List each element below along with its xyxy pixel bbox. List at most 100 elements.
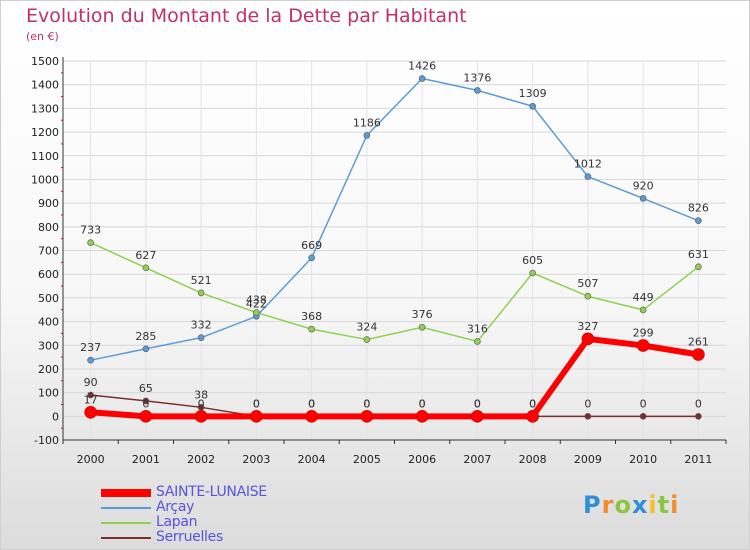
- data-label: 438: [246, 294, 267, 307]
- logo-letter: P: [583, 491, 602, 519]
- data-point: [305, 410, 318, 423]
- series-line-serruelles: [90, 394, 699, 418]
- data-label: 826: [688, 202, 709, 215]
- data-label: 521: [191, 274, 212, 287]
- data-point: [415, 410, 429, 423]
- data-label: 627: [135, 249, 156, 262]
- data-label: 449: [633, 291, 654, 304]
- x-tick-label: 2010: [629, 453, 657, 466]
- data-label: 0: [308, 397, 315, 410]
- data-label: 65: [139, 382, 153, 395]
- data-point: [194, 410, 208, 423]
- data-point: [636, 339, 650, 352]
- data-label: 0: [198, 397, 205, 410]
- x-tick-label: 2000: [77, 453, 105, 466]
- data-point: [308, 325, 315, 333]
- y-tick-label: 900: [38, 197, 59, 210]
- legend-swatch: [101, 507, 151, 509]
- data-point: [639, 306, 647, 314]
- data-label: 605: [522, 254, 543, 267]
- data-label: 327: [577, 320, 598, 333]
- data-label: 299: [633, 326, 654, 339]
- data-label: 17: [84, 393, 98, 406]
- data-label: 90: [84, 376, 98, 389]
- data-point: [584, 173, 592, 180]
- y-tick-label: 100: [38, 387, 59, 400]
- data-label: 0: [363, 397, 370, 410]
- data-label: 733: [80, 224, 101, 237]
- series-line-lapan: [90, 242, 699, 343]
- data-point: [142, 397, 150, 405]
- y-tick-label: 500: [38, 292, 59, 305]
- data-label: 920: [633, 179, 654, 192]
- logo-letter: i: [670, 491, 680, 519]
- series-line-arçay: [90, 77, 699, 361]
- data-point: [471, 410, 484, 423]
- data-label: 38: [194, 388, 208, 401]
- data-point: [363, 336, 371, 343]
- legend-label: Lapan: [156, 514, 198, 530]
- y-tick-label: 800: [38, 221, 59, 234]
- data-label: 324: [356, 321, 377, 334]
- data-label: 1426: [408, 60, 436, 73]
- data-point: [197, 289, 205, 297]
- legend-label: SAINTE-LUNAISE: [156, 484, 267, 500]
- data-label: 1309: [519, 87, 547, 100]
- y-tick-label: 400: [38, 316, 59, 329]
- data-point: [360, 410, 374, 423]
- data-label: 316: [467, 322, 488, 335]
- data-label: 0: [695, 397, 702, 410]
- legend-swatch: [101, 522, 151, 524]
- data-label: 0: [529, 397, 536, 410]
- data-label: 631: [688, 248, 709, 261]
- series-line-sainte-lunaise: [90, 335, 699, 420]
- y-tick-label: 1500: [31, 55, 59, 68]
- logo-letter: t: [657, 491, 671, 519]
- data-label: 1186: [353, 116, 381, 129]
- y-tick-label: 1000: [31, 173, 59, 186]
- data-point: [474, 338, 481, 345]
- data-point: [308, 254, 315, 262]
- data-point: [695, 217, 702, 224]
- data-point: [584, 292, 592, 300]
- y-tick-label: 1400: [31, 79, 59, 92]
- x-tick-label: 2002: [187, 453, 215, 466]
- data-point: [692, 348, 705, 361]
- y-tick-label: 1100: [31, 150, 59, 163]
- data-label: 376: [412, 308, 433, 321]
- data-point: [639, 413, 647, 420]
- data-point: [87, 356, 94, 364]
- y-tick-label: -100: [34, 434, 59, 447]
- data-point: [529, 269, 536, 277]
- data-point: [526, 410, 539, 423]
- data-label: 422: [246, 297, 267, 310]
- data-label: 0: [253, 397, 260, 410]
- x-tick-label: 2005: [353, 453, 381, 466]
- data-point: [87, 239, 94, 246]
- data-label: 332: [191, 319, 212, 332]
- data-label: 507: [577, 277, 598, 290]
- x-tick-label: 2006: [408, 453, 436, 466]
- chart-subtitle: (en €): [26, 30, 59, 43]
- data-label: 0: [142, 397, 149, 410]
- data-point: [418, 323, 426, 331]
- data-label: 1012: [574, 158, 602, 171]
- data-label: 237: [80, 341, 101, 354]
- data-point: [418, 75, 426, 82]
- data-point: [197, 334, 205, 341]
- data-point: [695, 413, 702, 420]
- y-tick-label: 1200: [31, 126, 59, 139]
- data-label: 0: [308, 397, 315, 410]
- data-point: [253, 309, 260, 316]
- logo-letter: o: [614, 491, 632, 519]
- data-label: 0: [363, 397, 370, 410]
- legend-swatch: [101, 489, 151, 497]
- x-tick-label: 2007: [463, 453, 491, 466]
- data-label: 368: [301, 310, 322, 323]
- data-label: 0: [474, 397, 481, 410]
- data-label: 285: [135, 330, 156, 343]
- data-point: [84, 405, 97, 419]
- data-label: 0: [419, 397, 426, 410]
- y-tick-label: 0: [52, 410, 59, 423]
